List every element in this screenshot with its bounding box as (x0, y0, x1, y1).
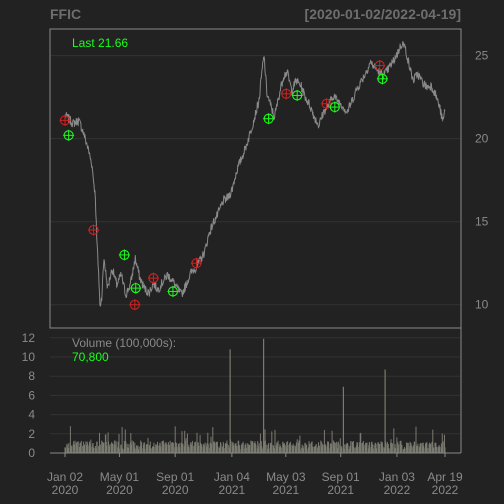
price-tick-label: 15 (475, 215, 489, 229)
signal-markers (59, 60, 388, 311)
sell-signal-marker (59, 114, 71, 126)
volume-tick-label: 4 (28, 408, 35, 422)
volume-axis-ticks: 0 2 4 6 8 10 12 (22, 331, 36, 460)
date-tick-label: May 01 (100, 470, 140, 484)
sell-signal-marker (147, 272, 159, 284)
sell-signal-marker (280, 88, 292, 100)
volume-legend-label: Volume (100,000s): (72, 336, 176, 350)
volume-legend-value: 70,800 (72, 350, 109, 364)
buy-signal-marker (63, 129, 75, 141)
chart-date-range: [2020-01-02/2022-04-19] (305, 6, 461, 22)
volume-tick-label: 8 (28, 369, 35, 383)
last-price-legend: Last 21.66 (72, 36, 128, 50)
date-tick-label: Jan 03 (379, 470, 415, 484)
price-panel: 10 15 20 25 Last 21.66 (49, 28, 489, 329)
price-axis-ticks: 10 15 20 25 (475, 49, 489, 312)
volume-panel: 0 2 4 6 8 10 12 Volume (100,000s): 70,800 (22, 327, 462, 460)
date-tick-year: 2021 (327, 483, 354, 497)
date-tick-label: Jan 04 (214, 470, 250, 484)
chart-symbol: FFIC (50, 6, 81, 22)
sell-signal-marker (129, 299, 141, 311)
volume-tick-label: 12 (22, 331, 36, 345)
volume-tick-label: 2 (28, 427, 35, 441)
date-tick-label: May 03 (266, 470, 306, 484)
date-tick-year: 2020 (106, 483, 133, 497)
buy-signal-marker (291, 89, 303, 101)
sell-signal-marker (374, 60, 386, 72)
volume-tick-label: 10 (22, 350, 36, 364)
volume-bars (64, 338, 446, 453)
buy-signal-marker (118, 249, 130, 261)
sell-signal-marker (191, 257, 203, 269)
buy-signal-marker (263, 113, 275, 125)
date-tick-year: 2021 (219, 483, 246, 497)
price-tick-label: 10 (475, 298, 489, 312)
price-series-line (64, 40, 446, 307)
date-tick-label: Apr 19 (427, 470, 463, 484)
price-tick-label: 20 (475, 132, 489, 146)
date-tick-year: 2022 (384, 483, 411, 497)
buy-signal-marker (130, 282, 142, 294)
buy-signal-marker (167, 285, 179, 297)
date-tick-year: 2020 (162, 483, 189, 497)
price-grid (50, 55, 461, 306)
buy-signal-marker (329, 101, 341, 113)
date-tick-label: Sep 01 (322, 470, 360, 484)
date-tick-year: 2020 (52, 483, 79, 497)
volume-tick-label: 0 (28, 446, 35, 460)
date-tick-year: 2021 (272, 483, 299, 497)
buy-signal-marker (376, 73, 388, 85)
date-tick-year: 2022 (432, 483, 459, 497)
date-tick-label: Jan 02 (47, 470, 83, 484)
price-tick-label: 25 (475, 49, 489, 63)
volume-tick-label: 6 (28, 388, 35, 402)
date-tick-label: Sep 01 (156, 470, 194, 484)
sell-signal-marker (88, 224, 100, 236)
